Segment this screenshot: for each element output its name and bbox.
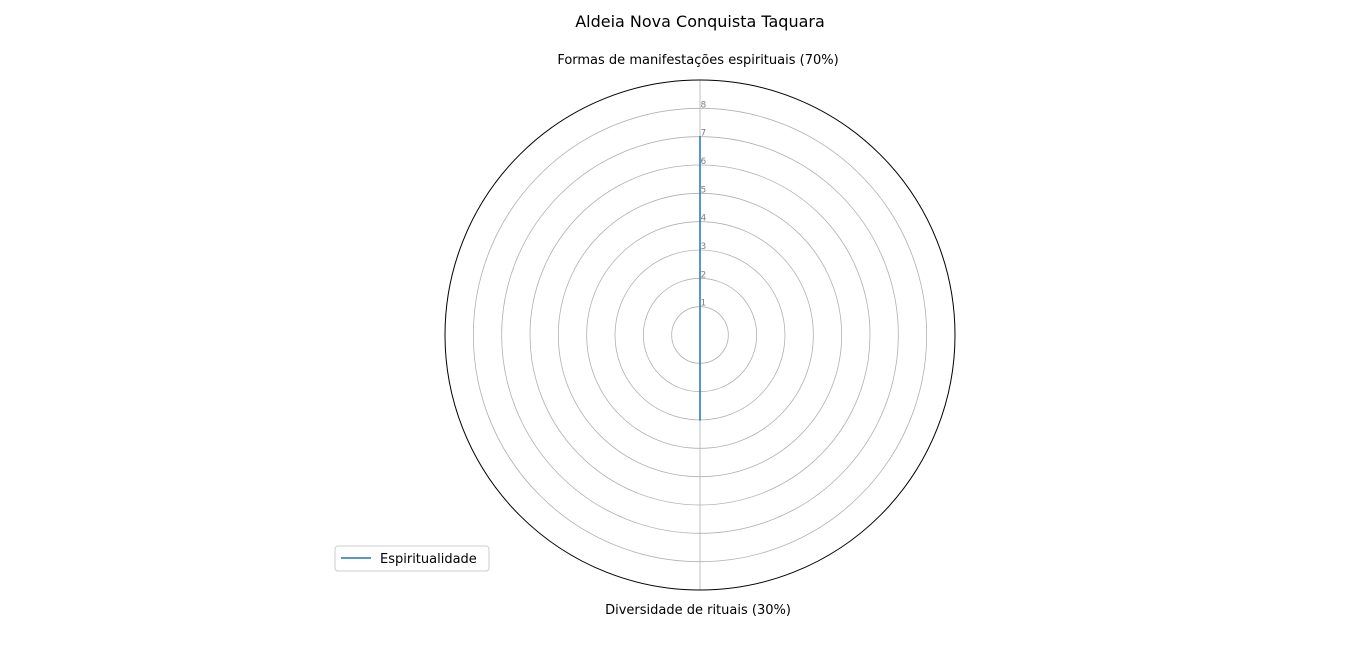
tick-label-5: 5 xyxy=(701,185,707,195)
axis-label-top: Formas de manifestações espirituais (70%… xyxy=(557,53,838,68)
tick-label-7: 7 xyxy=(701,129,707,139)
data-point-0-1 xyxy=(699,419,701,421)
tick-label-6: 6 xyxy=(701,157,707,167)
tick-label-3: 3 xyxy=(701,242,707,252)
tick-label-8: 8 xyxy=(701,100,707,110)
data-point-0-0 xyxy=(699,135,701,138)
series-layer xyxy=(699,135,701,421)
tick-label-2: 2 xyxy=(701,270,707,280)
legend: Espiritualidade xyxy=(334,545,490,572)
axis-label-bottom: Diversidade de rituais (30%) xyxy=(605,603,791,618)
legend-label: Espiritualidade xyxy=(380,552,477,567)
outer-frame xyxy=(444,79,956,591)
tick-label-1: 1 xyxy=(701,299,707,309)
chart-title: Aldeia Nova Conquista Taquara xyxy=(575,12,825,31)
radial-tick-labels: 1 2 3 4 5 6 7 8 xyxy=(701,100,707,308)
tick-label-4: 4 xyxy=(701,214,707,224)
legend-box xyxy=(334,545,490,572)
